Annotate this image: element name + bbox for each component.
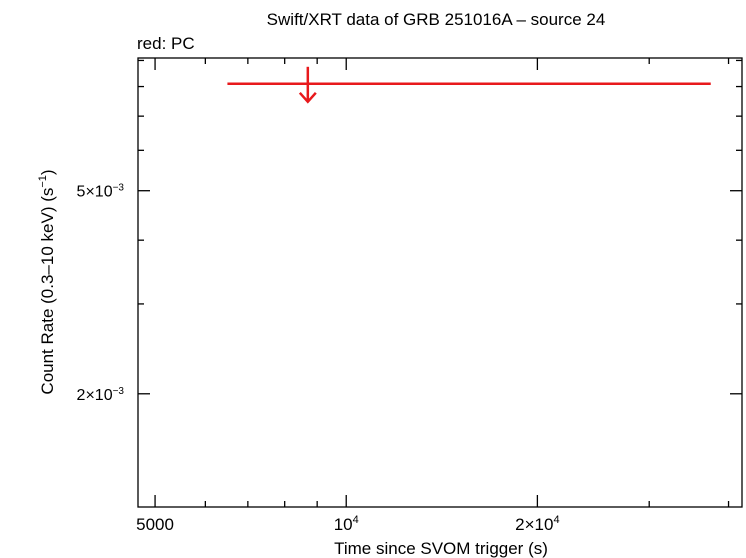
y-tick-label: 2×10−3 xyxy=(77,386,125,404)
x-tick-label: 5000 xyxy=(136,515,174,534)
y-tick-label: 5×10−3 xyxy=(77,183,125,201)
x-axis-label: Time since SVOM trigger (s) xyxy=(334,539,548,558)
axis-ticks xyxy=(138,58,742,507)
x-tick-label: 104 xyxy=(334,514,359,534)
y-axis-label-exponent: −1 xyxy=(37,175,49,188)
chart-subtitle: red: PC xyxy=(137,34,195,53)
plot-frame xyxy=(137,57,743,508)
y-axis-label-close: ) xyxy=(38,169,57,175)
data-marks xyxy=(227,66,711,104)
x-tick-labels: 5000 104 2×104 xyxy=(136,514,559,534)
chart-title: Swift/XRT data of GRB 251016A – source 2… xyxy=(267,10,606,29)
y-axis-label: Count Rate (0.3–10 keV) (s−1) xyxy=(37,169,57,394)
y-tick-labels: 5×10−3 2×10−3 xyxy=(77,183,125,404)
upper-limit-arrow-head xyxy=(298,91,317,104)
x-tick-label: 2×104 xyxy=(515,514,559,534)
y-axis-label-main: Count Rate (0.3–10 keV) (s xyxy=(38,188,57,395)
